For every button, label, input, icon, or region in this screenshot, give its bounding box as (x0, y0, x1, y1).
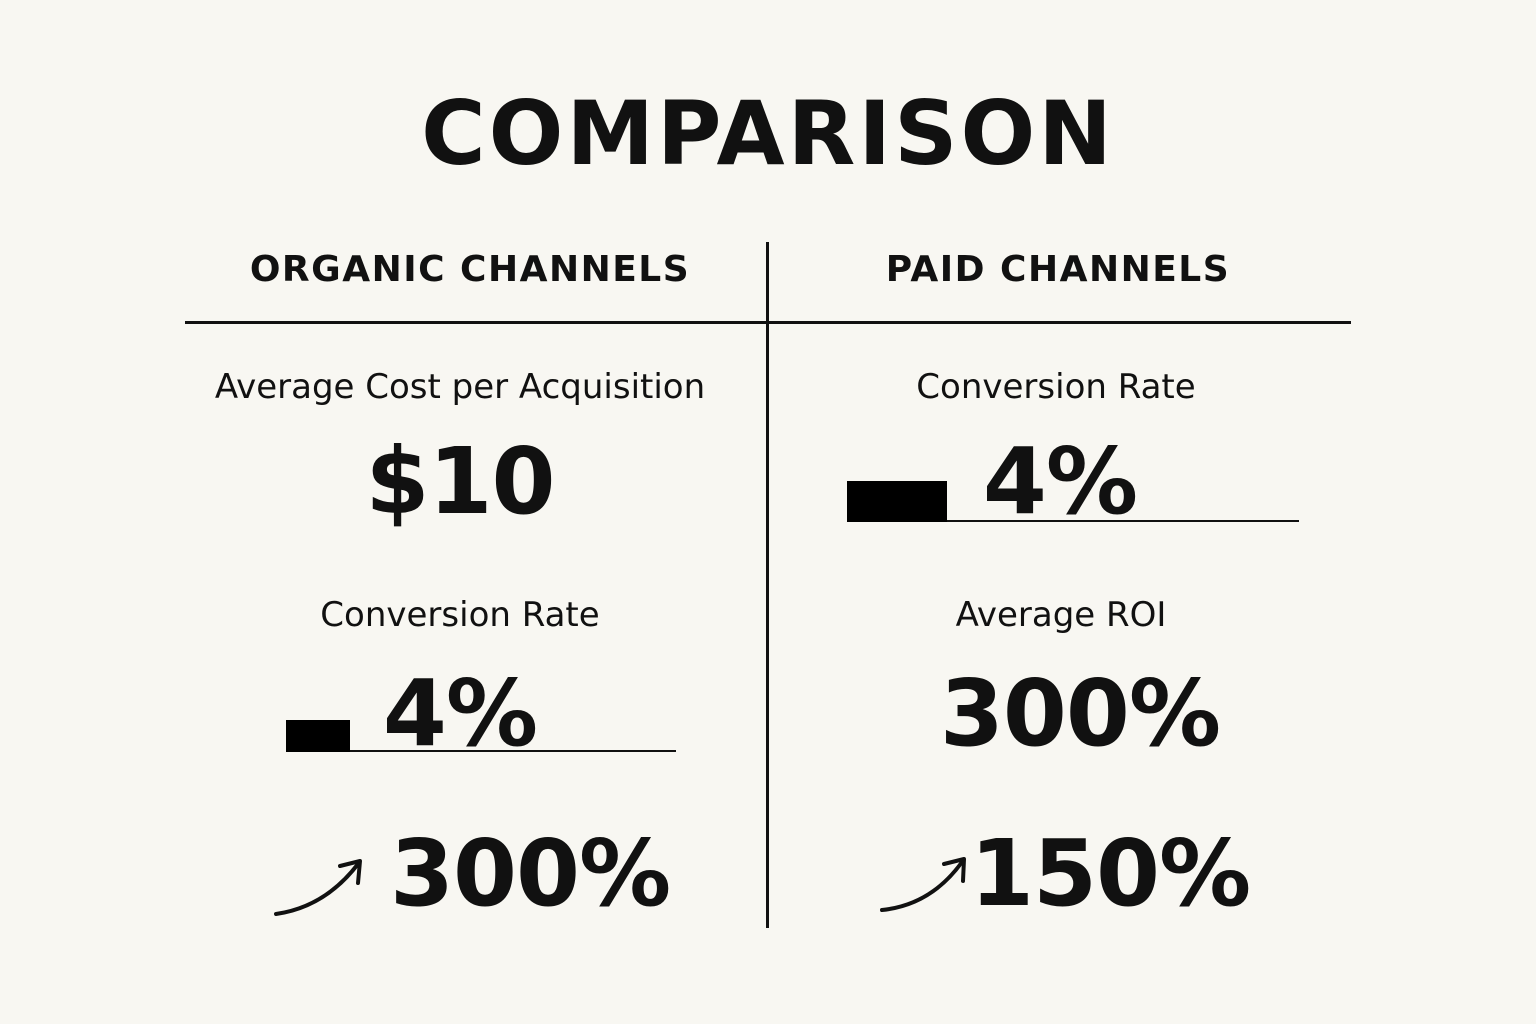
paid-conversion-bar-fill (847, 481, 947, 522)
organic-channels-heading: ORGANIC CHANNELS (249, 249, 691, 290)
paid-channels-heading: PAID CHANNELS (885, 249, 1231, 290)
paid-secondary-value: 150% (970, 820, 1251, 927)
organic-conversion-bar-track (286, 750, 676, 752)
organic-conversion-label: Conversion Rate (320, 595, 600, 635)
paid-conversion-value: 4% (982, 428, 1138, 535)
paid-roi-value: 300% (939, 660, 1221, 767)
organic-cpa-value: $10 (365, 428, 555, 535)
paid-conversion-label: Conversion Rate (916, 367, 1196, 407)
paid-conversion-bar-track (847, 520, 1299, 522)
organic-cpa-label: Average Cost per Acquisition (214, 367, 706, 407)
trend-up-arrow-icon (880, 857, 966, 912)
page-title: COMPARISON (421, 82, 1115, 185)
trend-up-arrow-icon (274, 859, 362, 916)
organic-conversion-value: 4% (382, 660, 538, 767)
column-divider (766, 242, 769, 928)
paid-roi-label: Average ROI (955, 595, 1167, 635)
organic-roi-value: 300% (390, 820, 671, 927)
organic-conversion-bar-fill (286, 720, 350, 752)
